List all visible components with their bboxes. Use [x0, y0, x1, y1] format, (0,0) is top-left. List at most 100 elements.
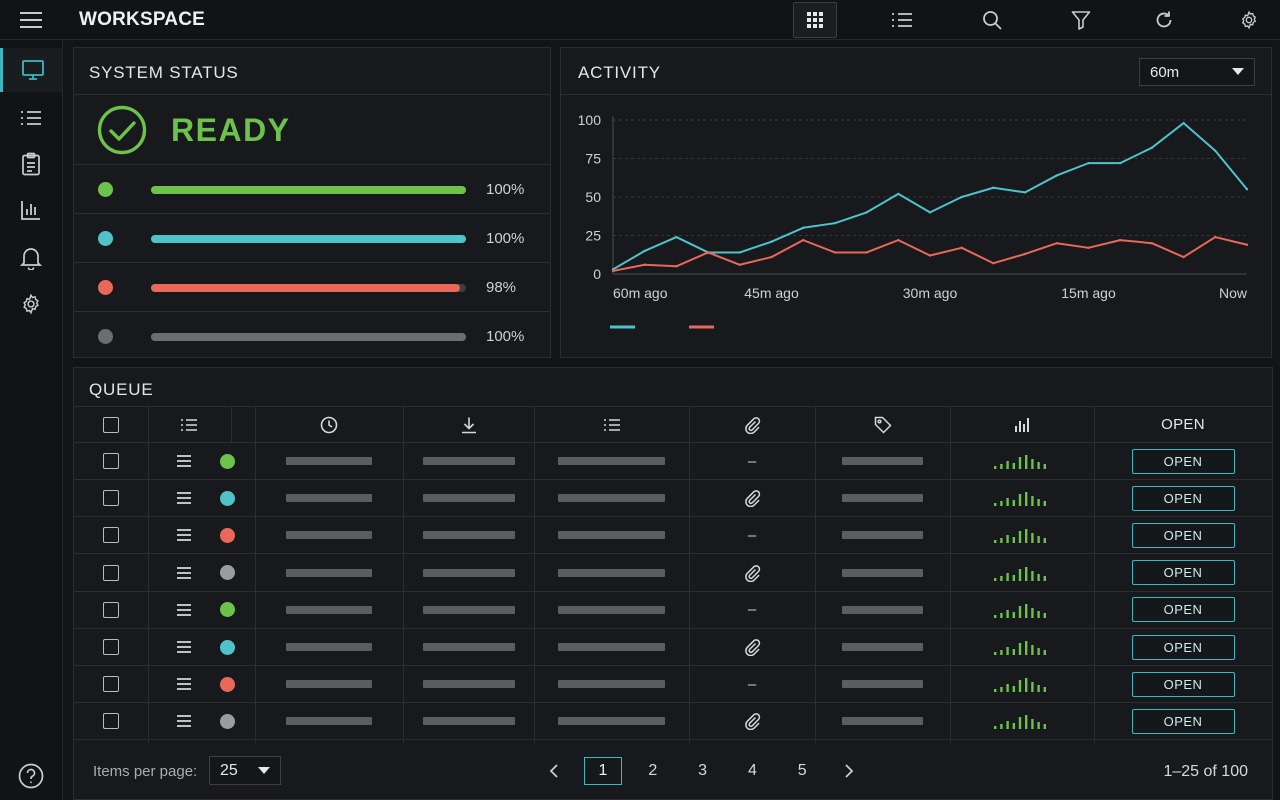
- paperclip-icon[interactable]: [743, 489, 761, 508]
- open-button[interactable]: OPEN: [1131, 634, 1235, 660]
- row-menu-icon[interactable]: [177, 678, 191, 691]
- column-header-time[interactable]: [255, 407, 403, 442]
- text-placeholder-cell: [815, 666, 950, 702]
- data-point: [1119, 161, 1122, 165]
- list-view-button[interactable]: [880, 2, 924, 38]
- data-point: [643, 249, 646, 253]
- sidebar-item-reports[interactable]: [0, 188, 62, 232]
- sparkline-bar: [1031, 496, 1034, 507]
- table-row[interactable]: – OPEN: [74, 517, 1272, 555]
- row-checkbox[interactable]: [103, 490, 119, 507]
- series-line: [612, 122, 1248, 271]
- row-checkbox[interactable]: [103, 713, 119, 730]
- data-point: [611, 269, 615, 273]
- table-row[interactable]: – OPEN: [74, 666, 1272, 704]
- sidebar-item-list[interactable]: [0, 96, 62, 140]
- row-select-cell: [74, 592, 148, 628]
- data-point: [960, 246, 963, 250]
- row-checkbox[interactable]: [103, 676, 119, 693]
- table-row[interactable]: – OPEN: [74, 592, 1272, 629]
- open-button[interactable]: OPEN: [1131, 708, 1235, 734]
- page-button-3[interactable]: 3: [698, 762, 708, 779]
- sidebar: [0, 40, 63, 800]
- row-checkbox[interactable]: [103, 453, 119, 469]
- sidebar-item-monitor[interactable]: [0, 48, 62, 92]
- text-placeholder-cell: [255, 555, 403, 591]
- progress-fill: [151, 284, 460, 292]
- y-tick-label: 50: [585, 189, 601, 205]
- row-checkbox[interactable]: [103, 639, 119, 655]
- status-dot: [220, 676, 235, 692]
- page-button-2[interactable]: 2: [648, 762, 658, 779]
- y-tick-label: 0: [593, 266, 601, 282]
- open-button[interactable]: OPEN: [1131, 560, 1235, 586]
- time-range-select[interactable]: 60m: [1139, 58, 1255, 86]
- column-header-metrics[interactable]: [950, 407, 1094, 442]
- prev-page-button[interactable]: [535, 757, 573, 785]
- text-placeholder-cell: [255, 592, 403, 628]
- search-button[interactable]: [970, 2, 1014, 38]
- status-dot: [98, 280, 113, 295]
- text-placeholder: [286, 531, 372, 540]
- column-header-attachment[interactable]: [689, 407, 815, 442]
- column-header-download[interactable]: [403, 407, 534, 442]
- grid-view-button[interactable]: [793, 2, 837, 38]
- sidebar-item-settings[interactable]: [0, 282, 62, 326]
- row-menu-icon[interactable]: [177, 641, 191, 653]
- row-menu-icon[interactable]: [177, 529, 191, 542]
- refresh-button[interactable]: [1142, 2, 1186, 38]
- row-menu-icon[interactable]: [177, 715, 191, 728]
- text-placeholder: [558, 680, 665, 689]
- open-button[interactable]: OPEN: [1131, 671, 1235, 697]
- open-button[interactable]: OPEN: [1131, 448, 1235, 474]
- sidebar-item-clipboard[interactable]: [0, 142, 62, 186]
- sparkline-bar: [1012, 463, 1015, 469]
- items-per-page-select[interactable]: 25: [209, 756, 281, 785]
- data-point: [770, 255, 773, 259]
- open-button[interactable]: OPEN: [1131, 485, 1235, 511]
- paperclip-icon[interactable]: [743, 638, 761, 656]
- open-button[interactable]: OPEN: [1131, 597, 1235, 623]
- check-circle-icon: [97, 105, 147, 155]
- row-checkbox[interactable]: [103, 601, 119, 618]
- row-menu-icon[interactable]: [177, 455, 191, 467]
- hamburger-menu-button[interactable]: [16, 8, 46, 32]
- open-button[interactable]: OPEN: [1131, 522, 1235, 548]
- filter-button[interactable]: [1059, 2, 1103, 38]
- row-menu-icon[interactable]: [177, 566, 191, 579]
- x-tick-label: 30m ago: [903, 285, 958, 301]
- table-row[interactable]: OPEN: [74, 480, 1272, 518]
- table-row[interactable]: – OPEN: [74, 443, 1272, 480]
- sparkline-bar: [1018, 680, 1022, 693]
- settings-button[interactable]: [1227, 2, 1271, 38]
- table-row[interactable]: OPEN: [74, 629, 1272, 666]
- sparkline-bar: [1006, 721, 1009, 730]
- row-menu-cell: [148, 703, 220, 739]
- column-header-tag[interactable]: [815, 407, 950, 442]
- page-button-5[interactable]: 5: [797, 762, 807, 779]
- row-checkbox[interactable]: [103, 564, 119, 581]
- next-page-button[interactable]: [830, 757, 868, 785]
- list-icon: [892, 13, 912, 27]
- data-point: [897, 192, 900, 196]
- items-per-page-label: Items per page:: [93, 763, 198, 780]
- status-dot: [220, 602, 235, 618]
- data-point: [1150, 242, 1154, 245]
- row-menu-icon[interactable]: [177, 492, 191, 505]
- page-button-1[interactable]: 1: [584, 757, 622, 785]
- page-button-4[interactable]: 4: [747, 762, 757, 779]
- help-button[interactable]: [17, 762, 45, 790]
- row-menu-icon[interactable]: [177, 603, 191, 616]
- row-checkbox[interactable]: [103, 527, 119, 544]
- select-all-checkbox[interactable]: [103, 416, 119, 433]
- text-placeholder: [558, 605, 665, 614]
- column-header-details[interactable]: [534, 407, 689, 442]
- sidebar-item-notifications[interactable]: [0, 236, 62, 280]
- table-row[interactable]: OPEN: [74, 703, 1272, 741]
- table-row[interactable]: OPEN: [74, 555, 1272, 592]
- paperclip-icon[interactable]: [743, 564, 761, 582]
- data-point: [802, 226, 805, 229]
- paperclip-icon[interactable]: [743, 712, 761, 731]
- text-placeholder-cell: [815, 555, 950, 591]
- column-header-list[interactable]: [148, 407, 230, 442]
